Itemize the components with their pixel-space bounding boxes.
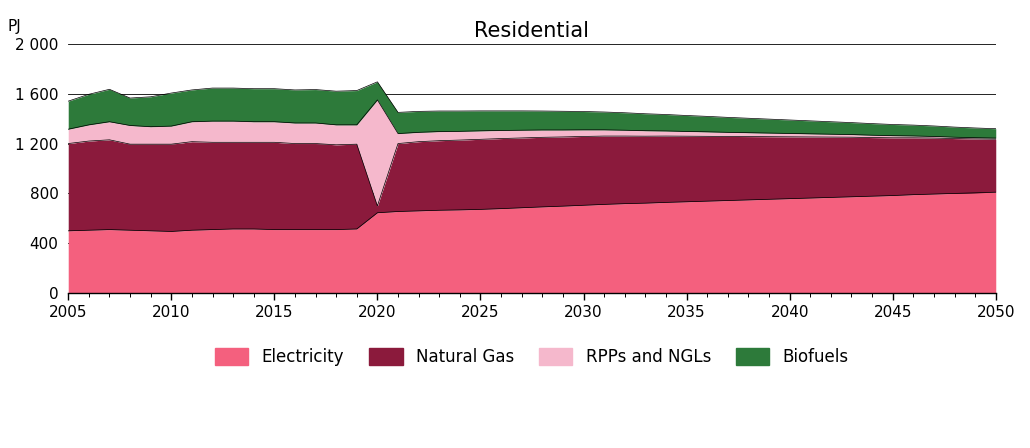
Legend: Electricity, Natural Gas, RPPs and NGLs, Biofuels: Electricity, Natural Gas, RPPs and NGLs,… bbox=[208, 341, 856, 373]
Title: Residential: Residential bbox=[475, 21, 589, 41]
Text: PJ: PJ bbox=[8, 19, 22, 34]
